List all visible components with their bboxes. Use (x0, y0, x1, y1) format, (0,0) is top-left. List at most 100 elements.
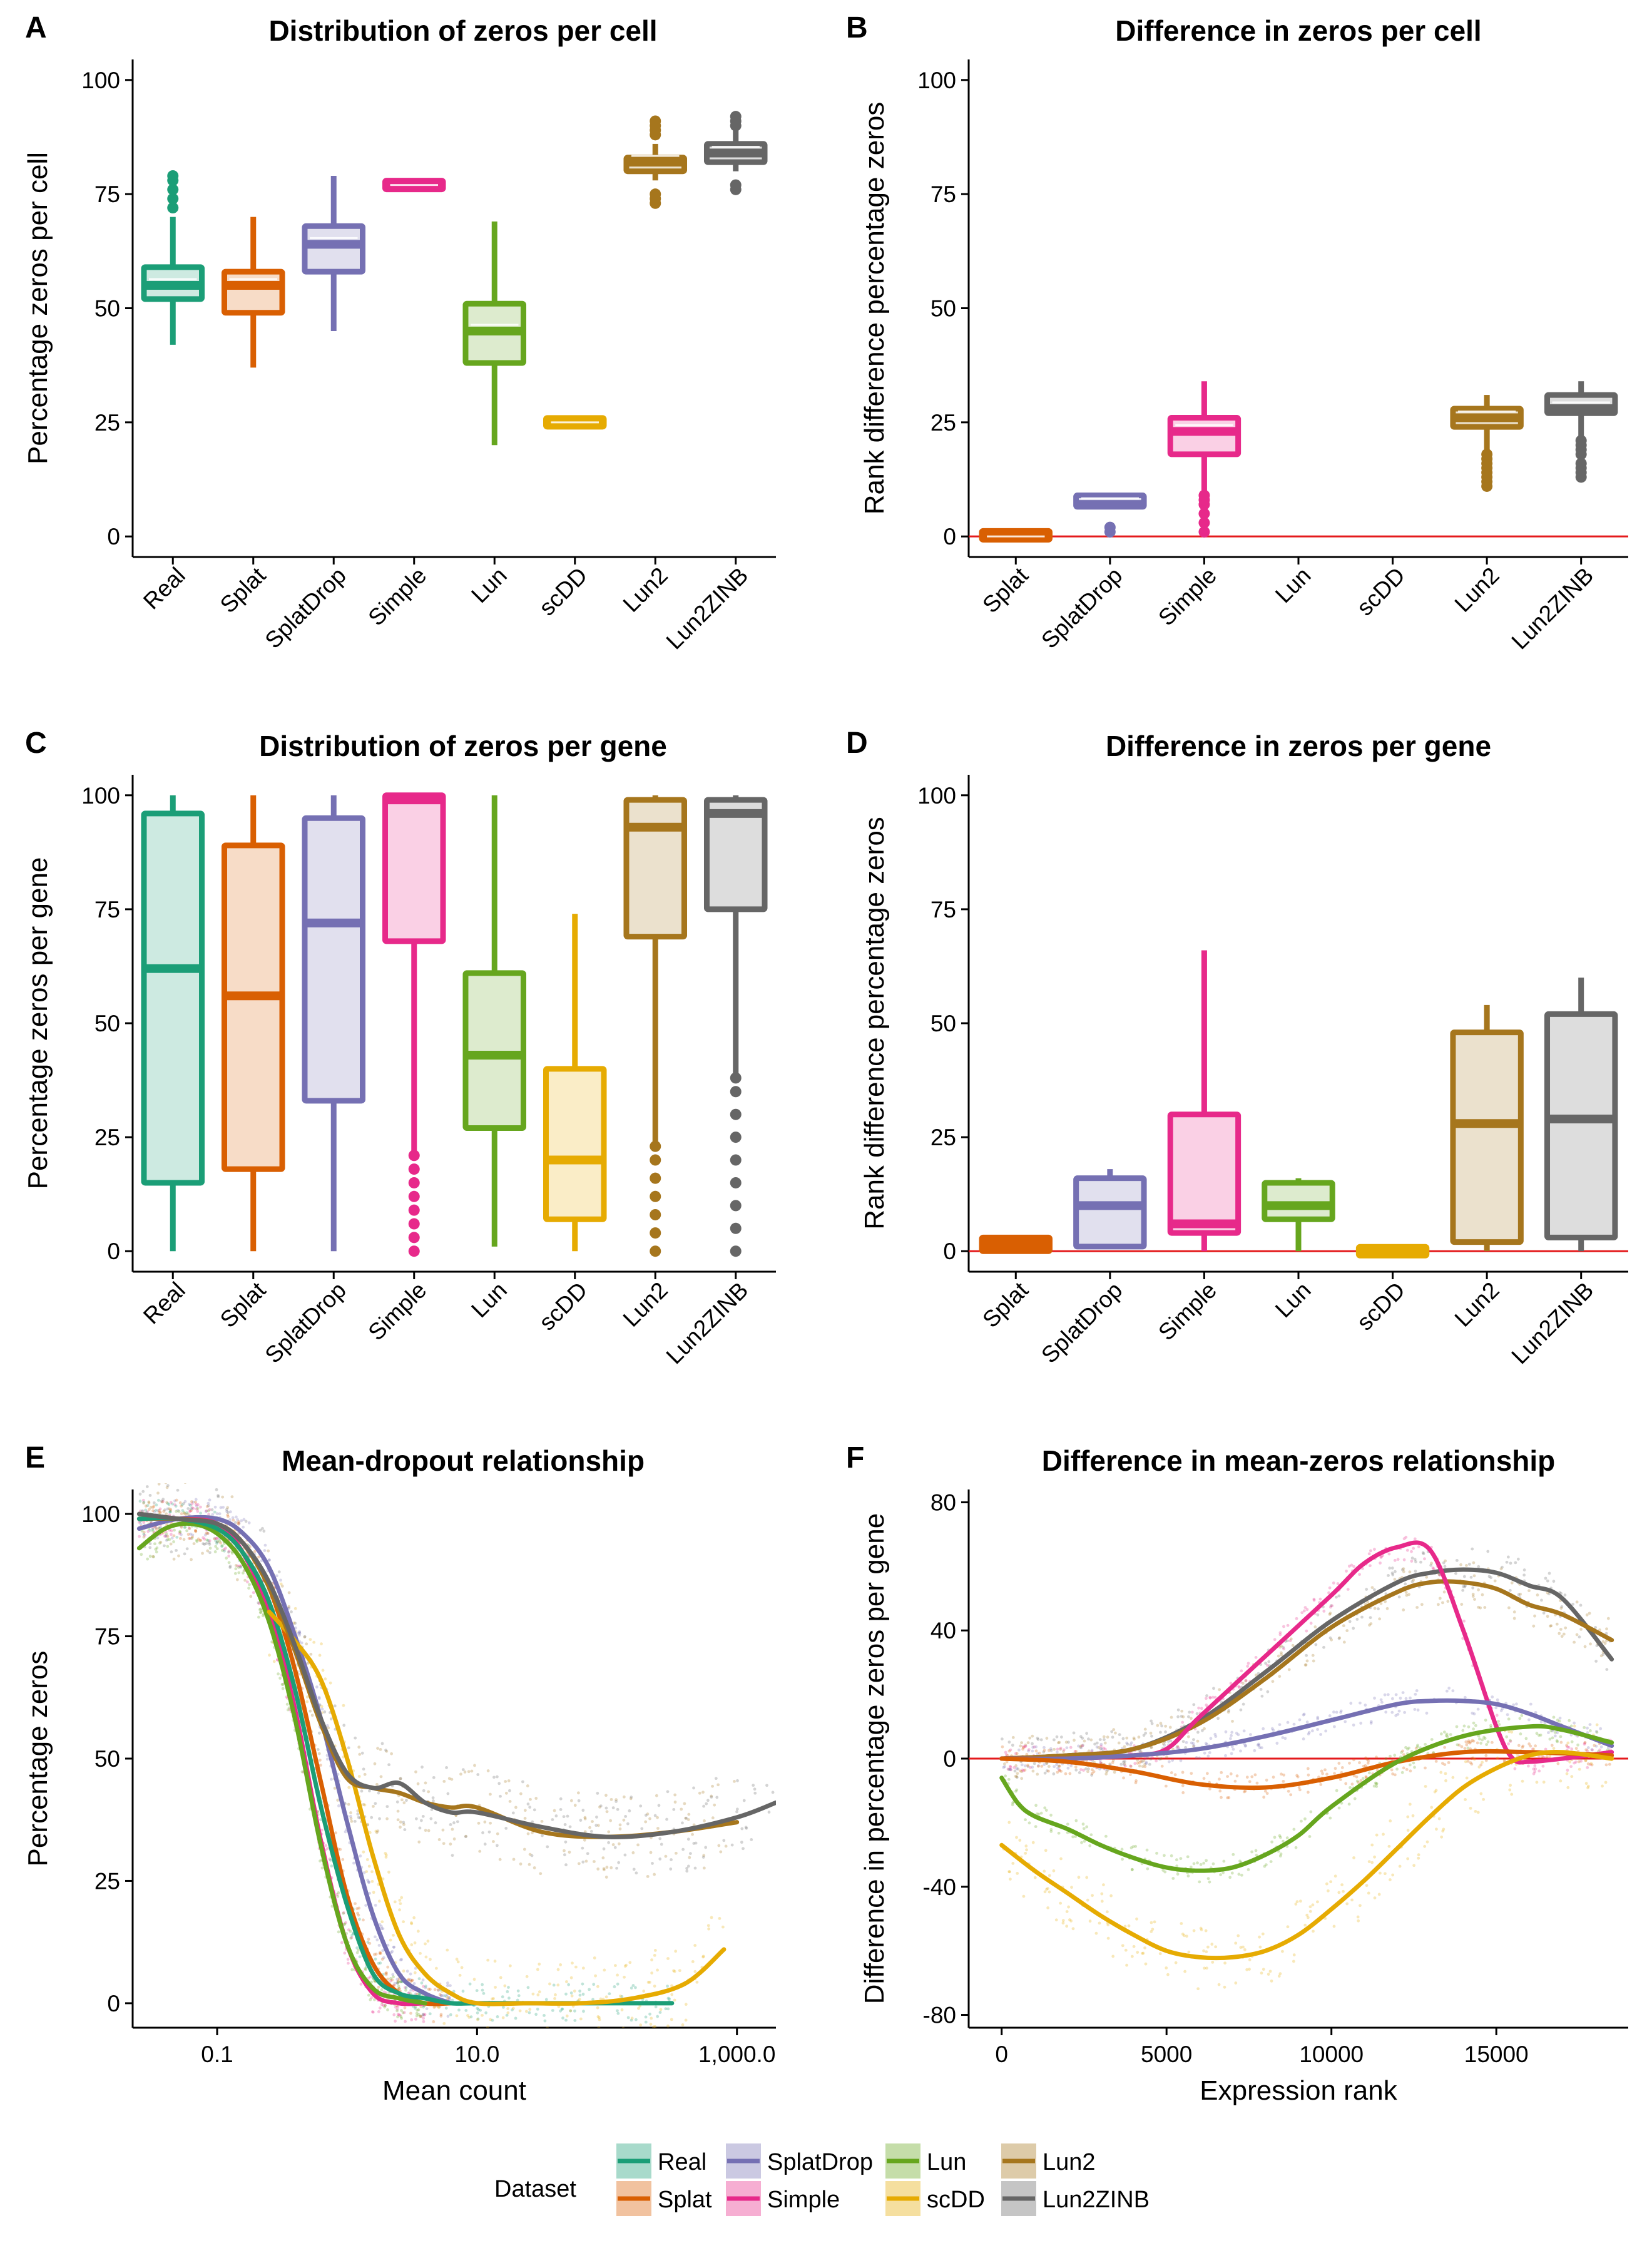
scatter-point (702, 1854, 706, 1857)
scatter-point (1425, 1840, 1429, 1844)
scatter-point (1180, 1715, 1183, 1718)
scatter-point (175, 1548, 178, 1552)
scatter-point (1163, 1854, 1166, 1857)
scatter-point (1367, 1891, 1370, 1895)
scatter-point (1043, 1771, 1047, 1775)
scatter-point (390, 1978, 394, 1981)
scatter-point (552, 1983, 556, 1987)
scatter-point (142, 1532, 146, 1536)
scatter-point (507, 1986, 510, 1989)
box-body (221, 268, 285, 316)
scatter-point (1150, 1719, 1153, 1723)
scatter-point (1176, 1745, 1180, 1749)
scatter-point (1156, 1724, 1160, 1727)
scatter-point (1027, 1748, 1031, 1752)
scatter-point (1257, 1742, 1260, 1746)
scatter-point (362, 1918, 365, 1922)
scatter-point (451, 1827, 454, 1831)
scatter-point (414, 1992, 417, 1996)
scatter-point (1295, 1900, 1299, 1904)
scatter-point (1430, 1561, 1433, 1565)
scatter-point (1163, 1870, 1167, 1874)
scatter-point (1489, 1725, 1493, 1729)
scatter-point (1160, 1757, 1163, 1760)
scatter-point (1601, 1640, 1605, 1643)
scatter-point (389, 1938, 392, 1942)
scatter-point (1464, 1760, 1467, 1764)
scatter-point (397, 2013, 401, 2016)
scatter-point (601, 1856, 605, 1860)
scatter-point (1282, 1647, 1286, 1651)
scatter-point (623, 1853, 627, 1857)
scatter-point (674, 1949, 678, 1953)
scatter-point (180, 1533, 183, 1536)
scatter-point (1339, 1710, 1342, 1714)
scatter-point (1393, 1578, 1397, 1581)
scatter-point (1212, 1687, 1215, 1690)
scatter-point (505, 2013, 509, 2017)
scatter-point (653, 1872, 656, 1876)
scatter-point (1472, 1574, 1476, 1578)
scatter-point (521, 1780, 524, 1784)
scatter-point (1269, 1860, 1273, 1863)
scatter-point (1490, 1740, 1494, 1744)
scatter-point (602, 1868, 606, 1872)
scatter-point (151, 1526, 155, 1530)
y-tick-label: -80 (923, 2003, 956, 2028)
scatter-point (415, 1993, 419, 1996)
scatter-point (1124, 1948, 1128, 1952)
scatter-point (341, 1857, 345, 1861)
scatter-point (1556, 1719, 1559, 1722)
scatter-point (1477, 1588, 1481, 1591)
scatter-point (653, 2025, 657, 2028)
scatter-point (380, 1988, 384, 1991)
scatter-point (1053, 1738, 1056, 1742)
box-lun2zinb (703, 795, 768, 1257)
scatter-point (196, 1510, 200, 1513)
scatter-point (249, 1595, 253, 1598)
scatter-point (155, 1546, 159, 1550)
scatter-point (1394, 1570, 1397, 1573)
scatter-point (205, 1541, 208, 1545)
scatter-point (1402, 1567, 1405, 1571)
scatter-point (1594, 1660, 1598, 1663)
scatter-point (1044, 1809, 1048, 1812)
scatter-point (445, 1766, 448, 1769)
box-body (1073, 1175, 1147, 1250)
scatter-point (1048, 1874, 1051, 1878)
scatter-point (185, 1529, 188, 1533)
scatter-point (484, 2011, 488, 2015)
scatter-point (1493, 1579, 1497, 1583)
scatter-point (1432, 1567, 1435, 1571)
scatter-point (1131, 1867, 1134, 1871)
scatter-point (1082, 1827, 1086, 1831)
scatter-point (670, 2018, 673, 2021)
scatter-point (534, 2013, 538, 2016)
scatter-point (428, 2012, 432, 2016)
scatter-point (403, 1828, 407, 1831)
scatter-point (398, 2013, 402, 2017)
scatter-point (1357, 1780, 1360, 1784)
scatter-point (1387, 1574, 1390, 1577)
scatter-point (1246, 1665, 1250, 1668)
scatter-point (1206, 1877, 1210, 1881)
scatter-point (374, 1904, 377, 1907)
scatter-point (1237, 1872, 1241, 1876)
scatter-point (247, 1586, 250, 1590)
scatter-point (205, 1538, 209, 1542)
scatter-point (1259, 1688, 1263, 1691)
scatter-point (1203, 1727, 1206, 1730)
scatter-point (422, 1789, 426, 1792)
scatter-point (1199, 1926, 1203, 1930)
scatter-point (349, 1811, 352, 1814)
scatter-point (234, 1567, 238, 1571)
scatter-point (278, 1677, 282, 1680)
scatter-point (1575, 1600, 1579, 1604)
scatter-point (155, 1550, 158, 1554)
outlier-point (1481, 448, 1493, 460)
scatter-point (1163, 1744, 1166, 1747)
scatter-point (290, 1610, 293, 1613)
scatter-point (1170, 1715, 1173, 1719)
scatter-point (1023, 1764, 1027, 1768)
scatter-point (188, 1537, 192, 1540)
